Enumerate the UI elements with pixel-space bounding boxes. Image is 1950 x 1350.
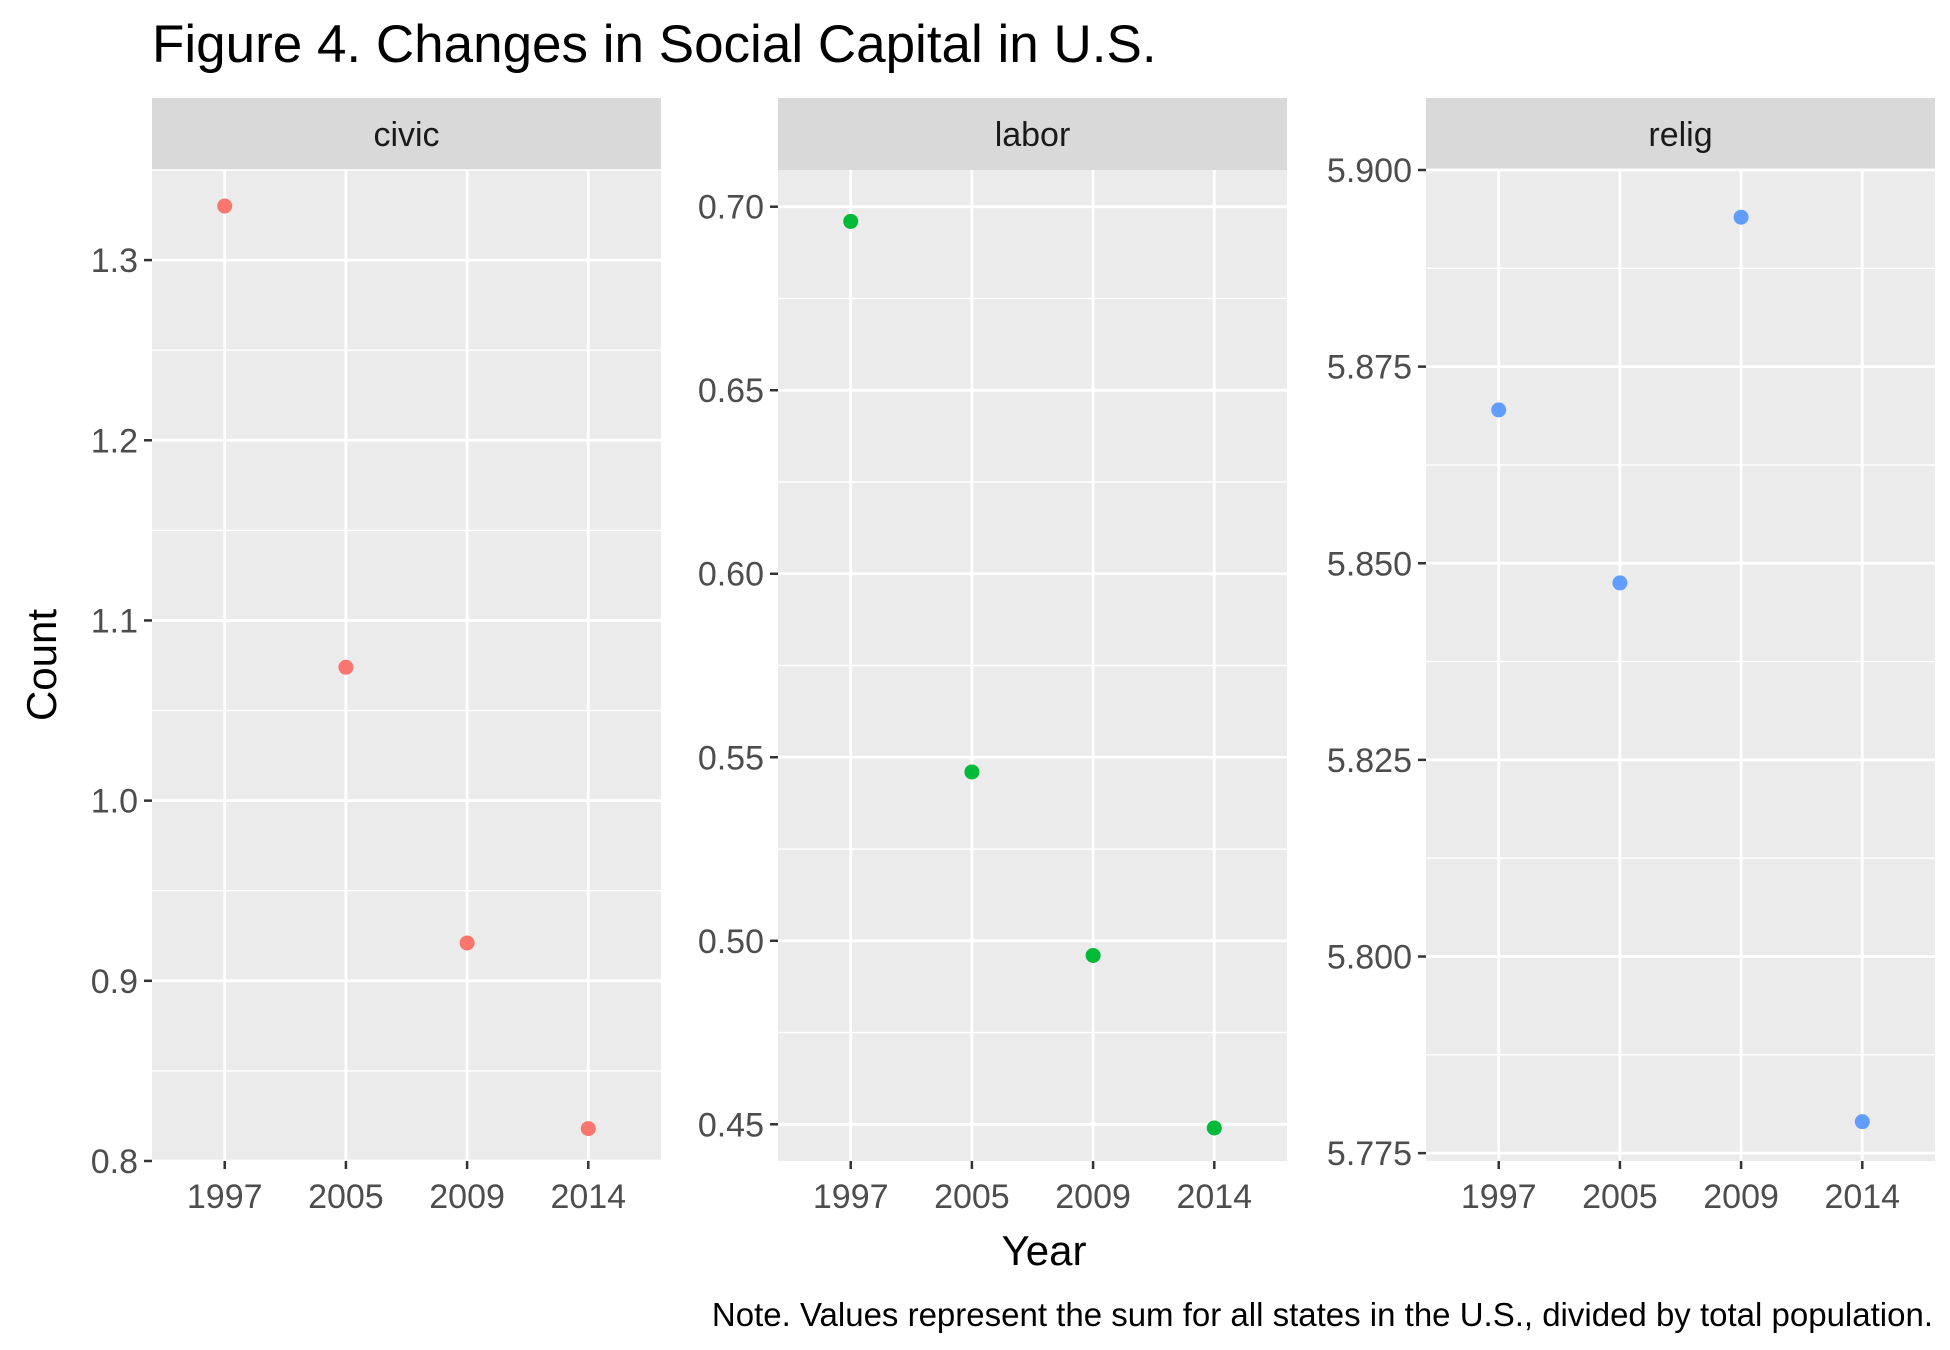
data-point-relig-2005	[1612, 575, 1628, 591]
y-tick-label: 0.9	[91, 963, 138, 1001]
y-tick-label: 5.800	[1327, 939, 1412, 977]
strip-label: labor	[995, 116, 1071, 154]
x-tick-label: 2009	[1055, 1178, 1131, 1216]
data-point-relig-1997	[1491, 402, 1507, 418]
data-point-civic-2014	[580, 1121, 596, 1137]
y-tick-label: 1.3	[91, 242, 138, 280]
y-tick-label: 5.775	[1327, 1135, 1412, 1173]
panel-background	[152, 170, 661, 1161]
y-tick-label: 0.70	[698, 189, 764, 227]
strip-background	[1426, 98, 1935, 170]
data-point-relig-2014	[1854, 1114, 1870, 1130]
strip-label: civic	[373, 116, 439, 154]
y-tick-label: 5.900	[1327, 152, 1412, 190]
y-tick-label: 0.65	[698, 372, 764, 410]
x-axis-title: Year	[1002, 1227, 1087, 1274]
x-tick-label: 2009	[1703, 1178, 1779, 1216]
y-tick-label: 0.8	[91, 1143, 138, 1181]
data-point-labor-2005	[964, 764, 980, 780]
x-tick-label: 1997	[813, 1178, 889, 1216]
strip-background	[152, 98, 661, 170]
y-tick-label: 0.45	[698, 1106, 764, 1144]
facet-panel-labor: labor 0.45 0.50 0.55 0.60 0.65 0.70 1997 2005 200…	[698, 98, 1287, 1216]
facet-panel-relig: relig 5.775 5.800 5.825 5.850 5.875 5.900 1997 2…	[1327, 98, 1935, 1216]
data-point-labor-2014	[1206, 1120, 1222, 1136]
x-tick-label: 2005	[934, 1178, 1010, 1216]
x-tick-label: 2014	[550, 1178, 626, 1216]
chart-title: Figure 4. Changes in Social Capital in U…	[152, 15, 1157, 74]
strip-background	[778, 98, 1287, 170]
x-tick-label: 2014	[1824, 1178, 1900, 1216]
y-tick-label: 0.60	[698, 556, 764, 594]
panel-background	[1426, 170, 1935, 1161]
data-point-relig-2009	[1733, 209, 1749, 225]
x-tick-label: 2005	[308, 1178, 384, 1216]
y-axis-title: Count	[18, 609, 65, 721]
y-tick-label: 1.1	[91, 602, 138, 640]
x-tick-label: 2005	[1582, 1178, 1658, 1216]
y-tick-label: 5.875	[1327, 349, 1412, 387]
strip-label: relig	[1648, 116, 1712, 154]
data-point-civic-2009	[459, 935, 475, 951]
y-tick-label: 5.825	[1327, 742, 1412, 780]
x-tick-label: 2009	[429, 1178, 505, 1216]
y-tick-label: 0.50	[698, 923, 764, 961]
x-tick-label: 1997	[1461, 1178, 1537, 1216]
facet-panel-civic: civic 0.8 0.9 1.0 1.1 1.2 1.3 1997 2005 2009 2014	[91, 98, 661, 1216]
chart-caption: Note. Values represent the sum for all s…	[712, 1296, 1933, 1333]
y-tick-label: 1.0	[91, 783, 138, 821]
y-tick-label: 1.2	[91, 422, 138, 460]
data-point-civic-2005	[338, 659, 354, 675]
x-tick-label: 2014	[1176, 1178, 1252, 1216]
data-point-labor-1997	[843, 213, 859, 229]
y-tick-label: 0.55	[698, 739, 764, 777]
data-point-labor-2009	[1085, 947, 1101, 963]
y-tick-label: 5.850	[1327, 545, 1412, 583]
x-tick-label: 1997	[187, 1178, 263, 1216]
data-point-civic-1997	[217, 198, 233, 214]
